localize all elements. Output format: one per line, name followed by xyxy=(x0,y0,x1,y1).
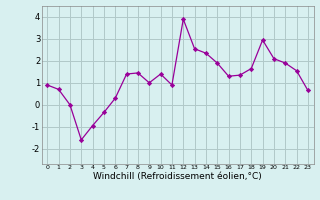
X-axis label: Windchill (Refroidissement éolien,°C): Windchill (Refroidissement éolien,°C) xyxy=(93,172,262,181)
